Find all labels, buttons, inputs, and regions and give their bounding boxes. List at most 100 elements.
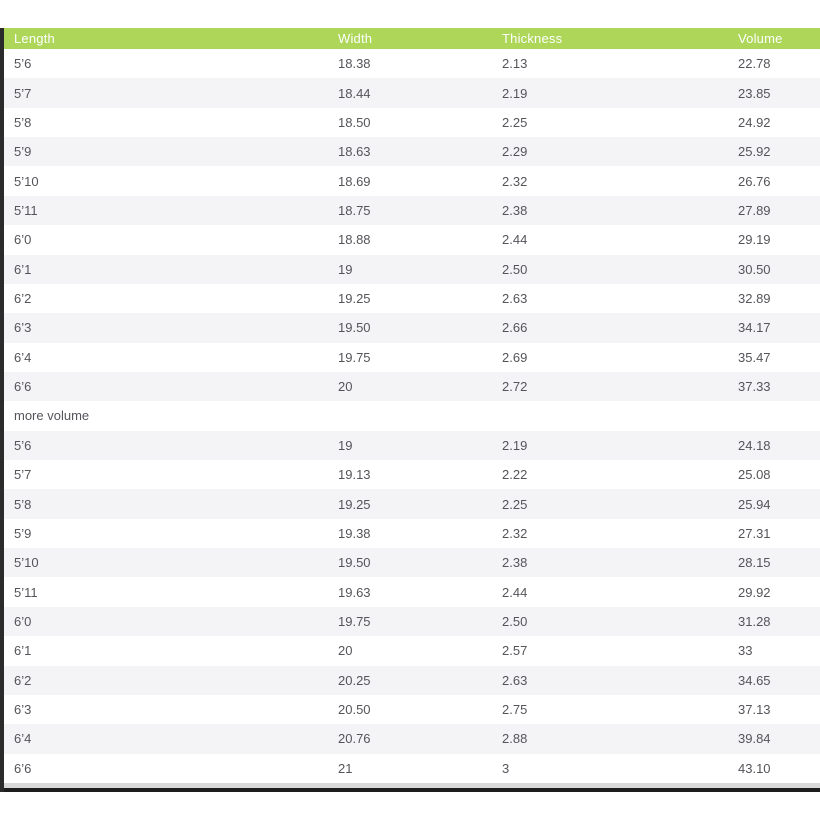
cell-width: 19 (338, 261, 353, 277)
table-row: 5’10 19.50 2.38 28.15 (4, 548, 820, 578)
cell-volume: 25.92 (738, 144, 771, 160)
column-header-volume: Volume (728, 28, 820, 49)
table-row: 6’6 20 2.72 37.33 (4, 371, 820, 402)
cell-length: 5’9 (14, 525, 32, 541)
table-row: 6’1 19 2.50 30.50 (4, 254, 820, 284)
cell-width: 20 (338, 643, 353, 659)
cell-volume: 27.31 (738, 525, 771, 541)
table-row: 6’2 19.25 2.63 32.89 (4, 283, 820, 314)
cell-width: 19.75 (338, 349, 371, 365)
cell-length: 5’9 (14, 144, 32, 160)
cell-thickness: 2.50 (502, 614, 528, 629)
cell-volume: 31.28 (738, 614, 771, 629)
cell-width: 20 (338, 379, 353, 395)
cell-thickness: 2.69 (502, 349, 528, 365)
table-bottom-strip (4, 782, 820, 788)
table-bottom-border (4, 787, 820, 792)
cell-length: 5’6 (14, 56, 32, 72)
cell-length: 6’4 (14, 349, 32, 365)
table-row: 6’1 20 2.57 33 (4, 636, 820, 666)
section-divider-label: more volume (14, 408, 90, 424)
cell-thickness: 2.66 (502, 320, 528, 336)
cell-width: 21 (338, 760, 353, 776)
cell-thickness: 2.19 (502, 437, 528, 453)
cell-volume: 43.10 (738, 760, 771, 776)
cell-length: 5’11 (14, 202, 38, 218)
table-body: 5’6 18.38 2.13 22.78 5’7 18.44 2.19 23.85 5’8 18.… (4, 49, 820, 783)
cell-thickness: 2.44 (502, 232, 528, 248)
table-row: 6’0 18.88 2.44 29.19 (4, 225, 820, 255)
cell-thickness: 2.63 (502, 291, 528, 307)
cell-thickness: 2.88 (502, 731, 528, 747)
table-row: 5’9 19.38 2.32 27.31 (4, 518, 820, 549)
cell-thickness: 3 (502, 760, 510, 776)
cell-thickness: 2.25 (502, 496, 528, 512)
cell-length: 6’3 (14, 702, 32, 718)
cell-thickness: 2.63 (502, 672, 528, 688)
cell-width: 19.50 (338, 320, 371, 336)
cell-length: 5’6 (14, 437, 32, 453)
cell-width: 19 (338, 437, 353, 453)
cell-width: 18.50 (338, 114, 371, 130)
cell-width: 18.88 (338, 232, 371, 248)
cell-thickness: 2.38 (502, 555, 528, 571)
table-row: 6’6 21 3 43.10 (4, 753, 820, 783)
cell-thickness: 2.75 (502, 702, 528, 718)
cell-thickness: 2.32 (502, 525, 528, 541)
cell-width: 19.25 (338, 496, 371, 512)
cell-length: 6’3 (14, 320, 32, 336)
cell-length: 6’0 (14, 232, 32, 248)
cell-volume: 27.89 (738, 202, 771, 218)
table-row: 5’7 18.44 2.19 23.85 (4, 78, 820, 108)
section-divider-row: more volume (4, 401, 820, 431)
cell-length: 6’1 (14, 261, 32, 277)
cell-length: 5’10 (14, 173, 39, 189)
cell-width: 18.38 (338, 56, 371, 72)
table-row: 5’6 18.38 2.13 22.78 (4, 49, 820, 79)
cell-length: 5’10 (14, 555, 39, 571)
cell-thickness: 2.32 (502, 173, 528, 189)
table-row: 5’9 18.63 2.29 25.92 (4, 137, 820, 167)
cell-thickness: 2.22 (502, 467, 528, 483)
column-header-length: Length (4, 28, 328, 49)
cell-thickness: 2.29 (502, 144, 528, 160)
cell-volume: 26.76 (738, 173, 771, 189)
cell-length: 5’7 (14, 85, 32, 101)
cell-length: 6’0 (14, 614, 32, 629)
cell-width: 18.69 (338, 173, 371, 189)
cell-width: 20.76 (338, 731, 371, 747)
cell-thickness: 2.44 (502, 584, 528, 600)
cell-volume: 22.78 (738, 56, 771, 72)
cell-thickness: 2.38 (502, 202, 528, 218)
cell-volume: 32.89 (738, 291, 771, 307)
cell-width: 20.50 (338, 702, 371, 718)
table-row: 6’3 20.50 2.75 37.13 (4, 694, 820, 725)
cell-width: 18.63 (338, 144, 371, 160)
cell-thickness: 2.72 (502, 379, 528, 395)
cell-width: 20.25 (338, 672, 371, 688)
cell-volume: 23.85 (738, 85, 771, 101)
cell-volume: 25.08 (738, 467, 771, 483)
table-row: 5’11 18.75 2.38 27.89 (4, 195, 820, 226)
cell-length: 6’4 (14, 731, 32, 747)
table-row: 5’8 18.50 2.25 24.92 (4, 107, 820, 138)
cell-length: 5’7 (14, 467, 32, 483)
table-row: 6’3 19.50 2.66 34.17 (4, 313, 820, 343)
table-header-row: Length Width Thickness Volume (4, 28, 820, 49)
cell-volume: 34.17 (738, 320, 771, 336)
table-row: 5’11 19.63 2.44 29.92 (4, 577, 820, 607)
table-row: 6’0 19.75 2.50 31.28 (4, 606, 820, 637)
cell-width: 19.50 (338, 555, 371, 571)
cell-volume: 37.13 (738, 702, 771, 718)
cell-length: 5’8 (14, 114, 32, 130)
cell-volume: 34.65 (738, 672, 771, 688)
table-row: 6’4 20.76 2.88 39.84 (4, 724, 820, 754)
cell-thickness: 2.25 (502, 114, 528, 130)
cell-volume: 29.19 (738, 232, 771, 248)
table-row: 5’10 18.69 2.32 26.76 (4, 166, 820, 196)
cell-volume: 25.94 (738, 496, 771, 512)
cell-width: 18.75 (338, 202, 371, 218)
cell-thickness: 2.57 (502, 643, 528, 659)
cell-thickness: 2.13 (502, 56, 528, 72)
